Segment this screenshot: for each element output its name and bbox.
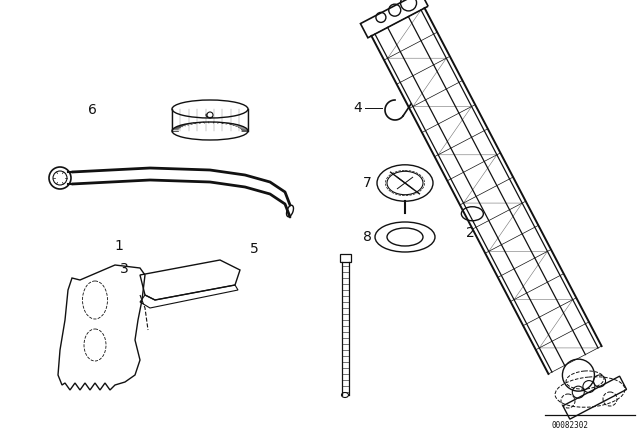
- Text: 4: 4: [354, 101, 362, 115]
- Text: 2: 2: [466, 226, 475, 240]
- Text: 7: 7: [363, 176, 371, 190]
- Bar: [339, 254, 351, 262]
- Text: 00082302: 00082302: [552, 421, 589, 430]
- Text: 3: 3: [120, 262, 129, 276]
- Text: 6: 6: [88, 103, 97, 117]
- Text: 8: 8: [363, 230, 371, 244]
- Text: 5: 5: [250, 241, 259, 256]
- Text: 1: 1: [114, 238, 123, 253]
